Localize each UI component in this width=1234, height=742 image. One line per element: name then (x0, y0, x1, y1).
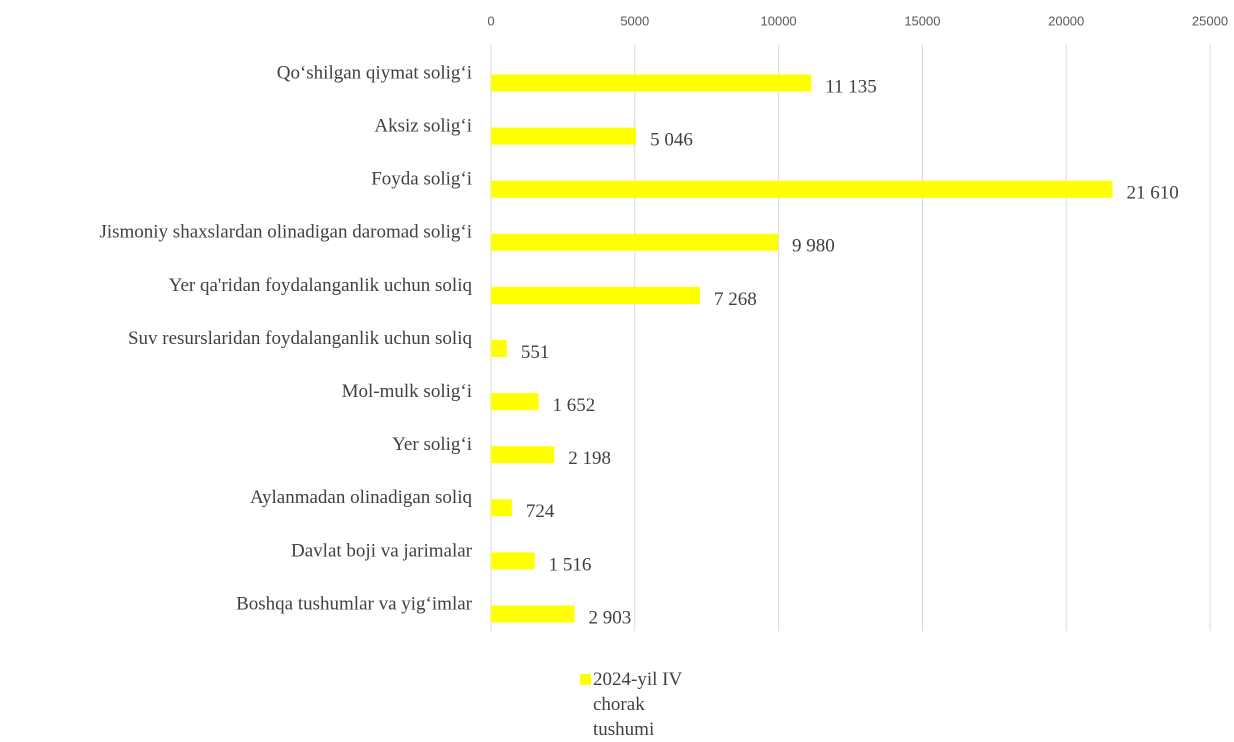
value-label: 1 516 (549, 554, 592, 575)
bar (491, 499, 512, 517)
bar (491, 605, 575, 623)
value-label: 5 046 (650, 129, 693, 150)
value-label: 2 198 (568, 448, 611, 469)
y-tick-label: Yer solig‘i (392, 434, 472, 455)
bar (491, 286, 701, 304)
x-tick-label: 20000 (1048, 13, 1084, 28)
bar (491, 74, 812, 92)
y-tick-label: Mol-mulk solig‘i (342, 381, 472, 402)
y-tick-label: Boshqa tushumlar va yig‘imlar (236, 593, 473, 614)
legend-swatch (580, 674, 591, 685)
x-tick-label: 10000 (761, 13, 797, 28)
bar (491, 180, 1113, 198)
bar (491, 127, 637, 145)
x-tick-label: 0 (487, 13, 494, 28)
bar (491, 393, 539, 411)
value-label: 2 903 (588, 607, 631, 628)
y-tick-label: Aylanmadan olinadigan soliq (250, 487, 472, 508)
x-tick-label: 25000 (1192, 13, 1228, 28)
value-label: 11 135 (825, 76, 877, 97)
x-tick-label: 5000 (620, 13, 649, 28)
y-tick-label: Yer qa'ridan foydalanganlik uchun soliq (169, 275, 473, 296)
value-label: 7 268 (714, 289, 757, 310)
bar (491, 233, 779, 251)
y-tick-label: Davlat boji va jarimalar (291, 540, 473, 561)
legend-label: 2024-yil IV chorak tushumi (593, 669, 682, 740)
value-label: 1 652 (553, 395, 596, 416)
y-tick-label: Jismoniy shaxslardan olinadigan daromad … (99, 222, 472, 243)
y-tick-label: Foyda solig‘i (371, 169, 472, 190)
y-tick-label: Qo‘shilgan qiymat solig‘i (277, 62, 472, 83)
bar (491, 552, 535, 570)
value-label: 9 980 (792, 236, 835, 257)
x-tick-label: 15000 (904, 13, 940, 28)
y-tick-label: Aksiz solig‘i (374, 115, 472, 136)
value-label: 21 610 (1127, 183, 1179, 204)
y-tick-label: Suv resurslaridan foydalanganlik uchun s… (128, 328, 473, 349)
value-label: 724 (526, 501, 555, 522)
legend: 2024-yil IV chorak tushumi (580, 667, 710, 742)
value-label: 551 (521, 342, 550, 363)
bar (491, 340, 507, 357)
bar (491, 446, 555, 464)
